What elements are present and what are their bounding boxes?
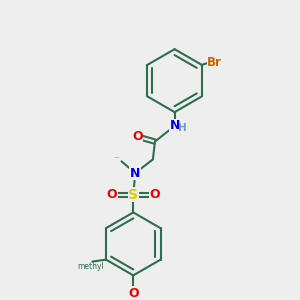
- Text: H: H: [178, 123, 187, 133]
- Text: O: O: [106, 188, 117, 201]
- Text: methyl: methyl: [77, 262, 104, 271]
- Text: methyl: methyl: [115, 157, 120, 158]
- Text: O: O: [150, 188, 160, 201]
- Text: O: O: [128, 286, 139, 300]
- Text: O: O: [132, 130, 142, 143]
- Text: S: S: [128, 188, 138, 202]
- Text: Br: Br: [207, 56, 222, 69]
- Text: N: N: [130, 167, 140, 180]
- Text: N: N: [169, 119, 180, 132]
